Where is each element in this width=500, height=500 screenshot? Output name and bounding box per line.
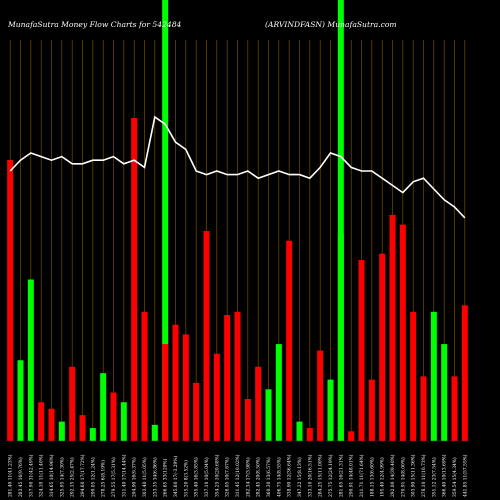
x-tick-label: 359.54 15(4.34%): [453, 457, 458, 497]
bar: [182, 334, 189, 441]
x-tick-label: 294.60 17(17.72%): [81, 454, 86, 497]
x-axis-labels: 281.40 11(41.23%) 283.45 16(9.76%) 317.90 …: [9, 454, 469, 497]
x-tick-label: 303.40 11(5.05%): [143, 457, 148, 497]
bar: [441, 344, 448, 441]
bar: [306, 428, 313, 441]
x-tick-label: 441.85 11(57.55%): [463, 454, 468, 497]
bar: [131, 118, 138, 441]
x-tick-label: 324.10 11(11.40%): [40, 454, 45, 497]
x-tick-label: 337.10 10(5.04%): [205, 457, 210, 497]
x-tick-label: 282.45 20(8.50%): [257, 457, 262, 497]
bar: [358, 260, 365, 441]
x-tick-label: 211.71 11(71.64%): [360, 454, 365, 497]
bar: [224, 315, 231, 441]
x-tick-label: 279.55 17(5.31%): [112, 457, 117, 497]
bar: [389, 214, 396, 441]
bar: [172, 324, 179, 441]
bar: [430, 311, 437, 441]
x-tick-label: 347.22 15(8.13%): [298, 457, 303, 497]
bar: [410, 311, 417, 441]
bar: [141, 311, 148, 441]
bar: [327, 379, 334, 441]
bar: [234, 311, 241, 441]
bar: [110, 392, 117, 441]
x-tick-label: 355.40 16(3.85%): [195, 457, 200, 497]
highlight-columns: [162, 0, 344, 441]
bar: [379, 253, 386, 441]
x-tick-label: 314.65 10(14.96%): [50, 454, 55, 497]
bar: [244, 399, 251, 441]
x-tick-label: 303.90 15(11.36%): [412, 454, 417, 497]
x-tick-label: 290.91 14(48.01%): [350, 454, 355, 497]
x-tick-label: 188.15 13(6.60%): [370, 457, 375, 497]
bar: [461, 305, 468, 441]
price-line: [9, 115, 466, 219]
bar: [265, 389, 272, 441]
bar: [348, 431, 355, 441]
x-tick-label: 278.10 11(10.73%): [422, 454, 427, 497]
bar: [151, 424, 158, 441]
bar: [162, 344, 169, 441]
x-tick-label: 195.40 12(4.99%): [381, 457, 386, 497]
bar: [275, 344, 282, 441]
x-tick-label: 354.25 10(20.68%): [215, 454, 220, 497]
bar: [255, 366, 262, 441]
x-tick-label: 351.12 23(7.54%): [432, 457, 437, 497]
chart-title-left: MunafaSutra Money Flow Charts for 542484: [7, 20, 182, 29]
bar: [100, 373, 107, 441]
bar: [337, 234, 344, 441]
x-tick-label: 270.91 14(8.00%): [401, 457, 406, 497]
x-tick-label: 275.75 12(24.19%): [329, 454, 334, 497]
bar: [38, 402, 45, 441]
highlight-column: [162, 0, 169, 441]
bar: [89, 428, 96, 441]
x-tick-label: 278.25 6(8.19%): [102, 460, 107, 497]
x-tick-label: 292.00 14(39.40%): [391, 454, 396, 497]
bar: [296, 421, 303, 441]
bar: [203, 231, 210, 441]
x-tick-label: 311.45 12(10.02%): [236, 454, 241, 497]
x-tick-label: 233.35 34(6.86%): [153, 457, 158, 497]
bar: [420, 376, 427, 441]
highlight-column: [337, 0, 344, 441]
bar: [69, 366, 76, 441]
bar: [48, 408, 55, 441]
bar: [27, 279, 34, 441]
x-tick-label: 333.10 20(16.51%): [308, 454, 313, 497]
x-tick-label: 360.30 13(6.57%): [267, 457, 272, 497]
bar: [368, 379, 375, 441]
x-tick-label: 345.60 17(-3.29%): [174, 456, 179, 497]
x-tick-label: 294.90 16(9.37%): [133, 457, 138, 497]
bar: [193, 382, 200, 441]
bar: [213, 353, 220, 441]
x-tick-label: 338.90 12(36.64%): [288, 454, 293, 497]
x-tick-label: 281.65 16(21.31%): [339, 454, 344, 497]
x-tick-label: 281.40 11(41.23%): [9, 454, 14, 497]
x-tick-label: 311.40 17(14.44%): [122, 454, 127, 497]
x-tick-label: 317.90 31(42.49%): [29, 454, 34, 497]
x-tick-label: 284.25 15(11.00%): [319, 454, 324, 497]
bar: [451, 376, 458, 441]
x-tick-label: 299.05 12(1.24%): [91, 457, 96, 497]
x-tick-label: 282.34 17(3.98%): [246, 457, 251, 497]
x-tick-label: 406.75 14(8.55%): [277, 457, 282, 497]
bar: [17, 360, 24, 441]
x-tick-label: 315.20 8(3.52%): [184, 460, 189, 497]
bar: [399, 224, 406, 441]
chart-title-right: (ARVINDFASN) MunafaSutra.com: [265, 20, 397, 29]
x-tick-label: 366.40 10(13.69%): [443, 454, 448, 497]
x-tick-label: 283.45 16(9.76%): [19, 457, 24, 497]
x-tick-label: 266.65 33(120%): [164, 458, 169, 497]
x-tick-label: 325.95 14(7.30%): [60, 457, 65, 497]
bar: [120, 402, 127, 441]
bar: [286, 240, 293, 441]
bar: [7, 159, 14, 442]
x-tick-label: 326.05 10(7.67%): [226, 457, 231, 497]
bars: [7, 118, 468, 442]
x-tick-label: 292.15 25(2.47%): [71, 457, 76, 497]
bar: [79, 415, 86, 441]
bar: [317, 350, 324, 441]
bar: [58, 421, 65, 441]
